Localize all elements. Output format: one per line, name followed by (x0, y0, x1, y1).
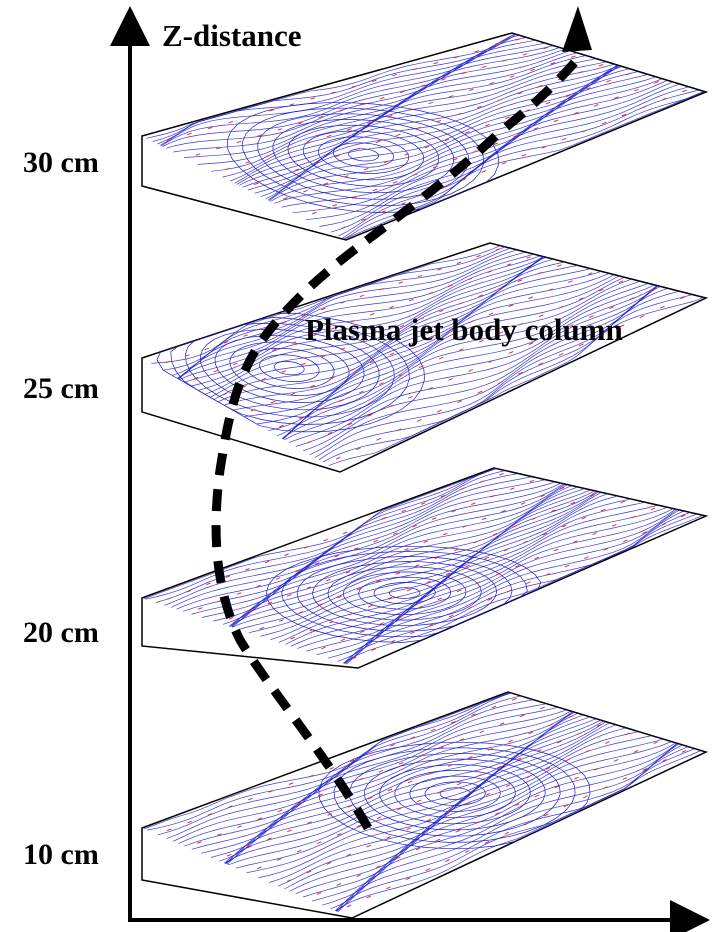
plasma-jet-label: Plasma jet body column (305, 312, 623, 347)
level-label-20cm: 20 cm (23, 616, 99, 649)
plane-10cm (141, 691, 709, 919)
plane-25cm (141, 242, 709, 473)
plane-20cm (141, 467, 709, 669)
level-label-30cm: 30 cm (23, 146, 99, 179)
plane-30cm (141, 32, 709, 241)
plasma-jet-path (211, 59, 579, 831)
level-label-10cm: 10 cm (23, 838, 99, 871)
level-label-25cm: 25 cm (23, 372, 99, 405)
plasma-jet-arrowhead (562, 6, 592, 52)
z-distance-label: Z-distance (162, 18, 302, 53)
